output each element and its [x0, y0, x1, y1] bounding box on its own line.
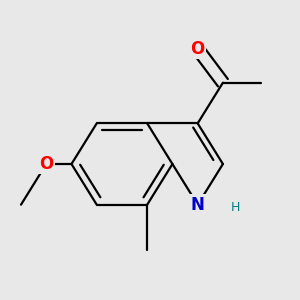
Text: O: O [190, 40, 205, 58]
Text: H: H [231, 201, 240, 214]
Text: O: O [39, 155, 53, 173]
Text: N: N [191, 196, 205, 214]
